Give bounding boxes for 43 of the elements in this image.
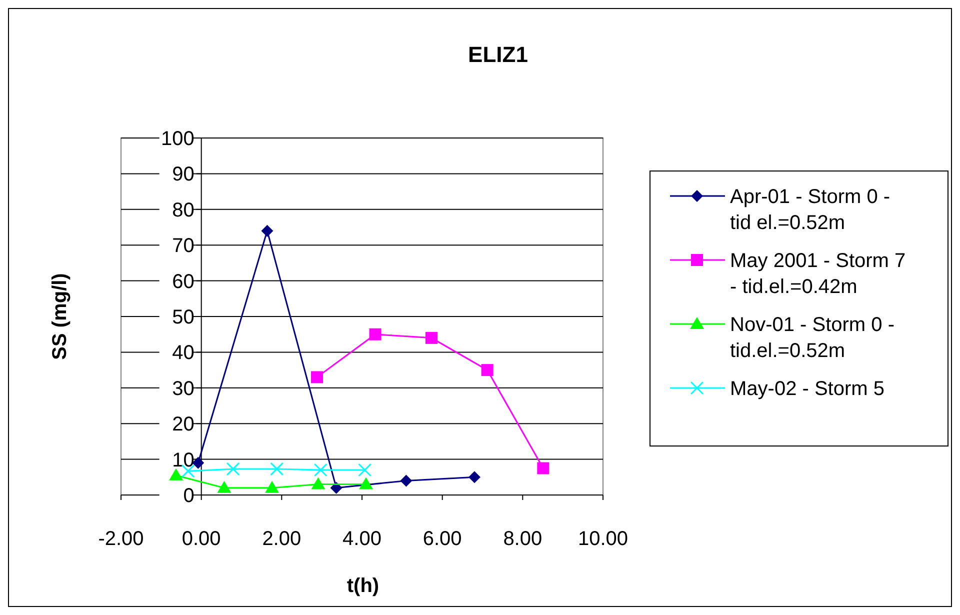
point	[330, 482, 342, 494]
point	[314, 463, 328, 477]
point	[468, 471, 480, 484]
point	[265, 480, 280, 493]
point	[261, 224, 274, 237]
y-tick-label: 100	[160, 128, 194, 150]
y-tick-label: 10	[172, 449, 194, 472]
point	[400, 474, 412, 487]
y-tick-label: 30	[172, 378, 194, 400]
point	[311, 477, 326, 490]
point	[217, 480, 232, 493]
x-tick-label: 10.00	[578, 528, 628, 550]
y-tick-label: 90	[172, 164, 194, 186]
legend-label: May-02 - Storm 5	[730, 378, 884, 400]
point	[311, 371, 324, 384]
x-tick-label: 0.00	[182, 528, 221, 550]
point	[169, 468, 184, 480]
y-tick-label: 20	[172, 414, 194, 436]
point	[226, 462, 240, 476]
point	[270, 462, 284, 476]
y-axis-title: SS (mg/l)	[49, 273, 71, 360]
x-tick-label: 2.00	[262, 528, 302, 550]
x-tick-label: 8.00	[503, 528, 542, 550]
point	[481, 364, 494, 376]
x-tick-label: -2.00	[98, 528, 144, 550]
point	[358, 463, 372, 477]
y-tick-label: 40	[172, 342, 194, 364]
legend-label: Nov-01 - Storm 0 - tid.el.=0.52m	[730, 314, 894, 362]
legend-label: Apr-01 - Storm 0 - tid el.=0.52m	[730, 186, 890, 234]
y-tick-label: 0	[183, 485, 194, 507]
x-tick-label: 4.00	[342, 528, 382, 550]
x-tick-label: 6.00	[422, 528, 462, 550]
point	[425, 332, 438, 344]
legend-label: May 2001 - Storm 7 - tid.el.=0.42m	[730, 250, 906, 298]
y-tick-label: 60	[172, 270, 194, 293]
y-tick-label: 70	[172, 235, 194, 258]
point	[537, 462, 550, 474]
y-tick-label: 80	[172, 199, 194, 222]
x-axis-title: t(h)	[346, 575, 380, 597]
y-tick-label: 50	[172, 306, 194, 328]
chart-title: ELIZ1	[468, 42, 528, 67]
point	[359, 477, 374, 490]
point	[369, 328, 382, 340]
